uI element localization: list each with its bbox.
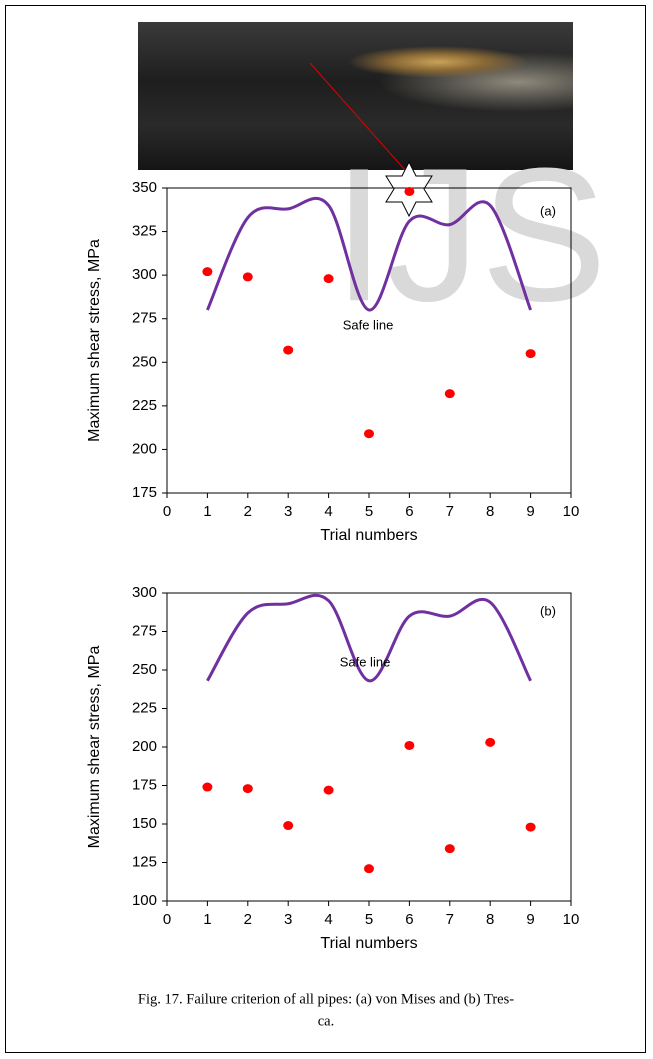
- data-point: [202, 267, 213, 277]
- x-tick-label: 2: [244, 911, 252, 928]
- x-tick-label: 0: [163, 911, 171, 928]
- safe-line: [206, 197, 532, 312]
- x-tick-label: 4: [324, 503, 332, 520]
- y-tick-label: 125: [132, 853, 157, 870]
- y-tick-label: 150: [132, 815, 157, 832]
- x-tick-label: 8: [486, 503, 494, 520]
- x-tick-label: 7: [446, 503, 454, 520]
- x-axis-title: Trial numbers: [320, 527, 417, 544]
- data-point: [242, 784, 253, 794]
- data-point: [485, 737, 496, 747]
- y-tick-label: 100: [132, 892, 157, 909]
- data-point: [404, 740, 415, 750]
- data-point: [283, 821, 294, 831]
- x-tick-label: 8: [486, 911, 494, 928]
- x-tick-label: 10: [563, 503, 580, 520]
- data-point: [404, 186, 415, 196]
- y-tick-label: 250: [132, 353, 157, 370]
- x-tick-label: 4: [324, 911, 332, 928]
- y-tick-label: 250: [132, 661, 157, 678]
- data-point: [202, 782, 213, 792]
- x-tick-label: 2: [244, 503, 252, 520]
- data-point: [323, 785, 334, 795]
- data-point: [364, 429, 374, 439]
- x-tick-label: 1: [203, 911, 211, 928]
- panel-label: (a): [540, 203, 556, 218]
- y-axis-title: Maximum shear stress, MPa: [86, 239, 103, 442]
- x-tick-label: 6: [405, 503, 413, 520]
- y-tick-label: 275: [132, 310, 157, 327]
- x-tick-label: 5: [365, 911, 373, 928]
- y-tick-label: 175: [132, 776, 157, 793]
- y-tick-label: 225: [132, 699, 157, 716]
- x-tick-label: 7: [446, 911, 454, 928]
- x-axis-title: Trial numbers: [320, 935, 417, 952]
- y-tick-label: 325: [132, 223, 157, 240]
- pointer-line: [309, 62, 406, 171]
- x-tick-label: 3: [284, 503, 292, 520]
- pipe-photo: [138, 22, 573, 170]
- x-tick-label: 9: [526, 503, 534, 520]
- x-tick-label: 6: [405, 911, 413, 928]
- data-point: [444, 389, 455, 399]
- data-point: [283, 345, 294, 355]
- caption: ca.: [318, 1013, 335, 1029]
- x-tick-label: 1: [203, 503, 211, 520]
- y-tick-label: 350: [132, 179, 157, 196]
- watermark: IJS: [333, 129, 608, 341]
- y-tick-label: 300: [132, 584, 157, 601]
- plot-area: [166, 592, 572, 902]
- data-point: [525, 349, 536, 359]
- y-tick-label: 200: [132, 738, 157, 755]
- line-label: Safe line: [340, 654, 391, 669]
- x-tick-label: 5: [365, 503, 373, 520]
- x-tick-label: 3: [284, 911, 292, 928]
- line-label: Safe line: [343, 317, 394, 332]
- y-tick-label: 275: [132, 622, 157, 639]
- data-point: [323, 274, 334, 284]
- caption: Fig. 17. Failure criterion of all pipes:…: [138, 991, 514, 1007]
- data-point: [525, 822, 536, 832]
- x-tick-label: 0: [163, 503, 171, 520]
- y-tick-label: 200: [132, 440, 157, 457]
- data-point: [364, 864, 374, 874]
- x-tick-label: 9: [526, 911, 534, 928]
- y-axis-title: Maximum shear stress, MPa: [86, 646, 103, 849]
- figure-frame: [5, 5, 646, 1053]
- data-point: [444, 844, 455, 854]
- y-tick-label: 300: [132, 266, 157, 283]
- panel-label: (b): [540, 603, 556, 618]
- y-tick-label: 225: [132, 397, 157, 414]
- y-tick-label: 175: [132, 484, 157, 501]
- data-point: [242, 272, 253, 282]
- x-tick-label: 10: [563, 911, 580, 928]
- safe-line: [206, 593, 532, 683]
